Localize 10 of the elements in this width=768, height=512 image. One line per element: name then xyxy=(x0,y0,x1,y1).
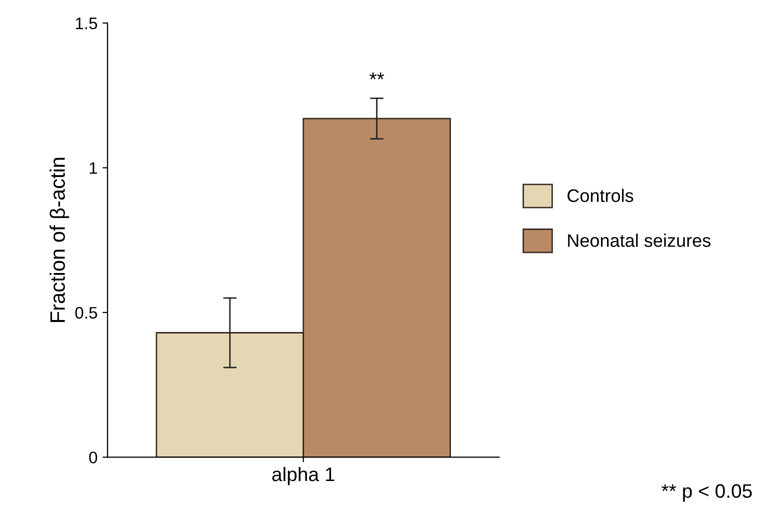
y-tick-label: 1 xyxy=(90,162,97,174)
y-axis-title: Fraction of β-actin xyxy=(50,158,70,322)
y-tick-label: 0 xyxy=(89,452,98,464)
legend-label: Neonatal seizures xyxy=(568,234,710,247)
text: ** p < 0.05 xyxy=(662,484,752,502)
x-tick-label: alpha 1 xyxy=(272,466,334,486)
y-tick-label: 0.5 xyxy=(75,306,98,319)
legend-label: Controls xyxy=(568,188,634,202)
annotation: ** xyxy=(370,72,384,80)
y-tick-label: 1.5 xyxy=(76,18,98,30)
